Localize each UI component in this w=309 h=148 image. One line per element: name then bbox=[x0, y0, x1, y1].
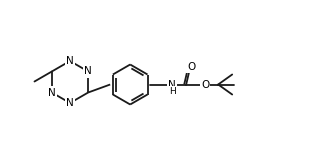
Text: O: O bbox=[187, 62, 195, 71]
Text: N: N bbox=[66, 56, 74, 66]
Text: N: N bbox=[168, 79, 176, 90]
Text: N: N bbox=[48, 87, 56, 98]
Text: H: H bbox=[169, 87, 176, 96]
Text: N: N bbox=[66, 98, 74, 108]
Text: N: N bbox=[84, 66, 92, 77]
Text: O: O bbox=[201, 79, 209, 90]
